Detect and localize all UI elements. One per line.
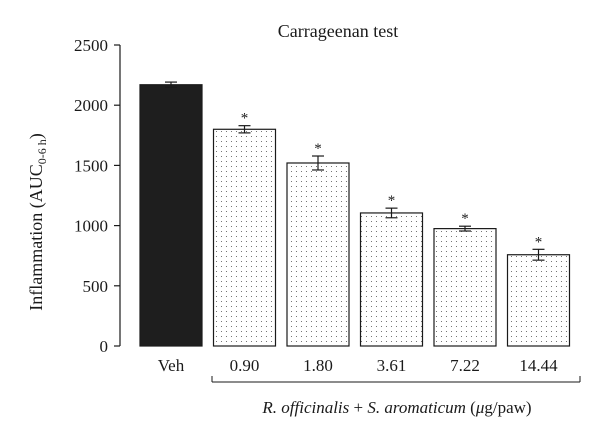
chart-title: Carrageenan test — [278, 21, 398, 41]
y-tick-label: 500 — [83, 277, 109, 296]
y-axis-ticks: 0 500 1000 1500 2000 2500 — [74, 36, 120, 356]
group-label-unit-mu: μ — [475, 398, 485, 417]
significance-marker: * — [241, 111, 249, 127]
bar-7.22 — [433, 228, 497, 347]
x-tick-label: 1.80 — [303, 356, 333, 375]
y-tick-label: 0 — [100, 337, 109, 356]
x-axis-tick-labels: Veh 0.90 1.80 3.61 7.22 14.44 — [158, 356, 558, 375]
x-tick-label: 0.90 — [230, 356, 260, 375]
x-tick-label: 3.61 — [377, 356, 407, 375]
bar-3.61 — [359, 212, 424, 347]
x-tick-label: 14.44 — [519, 356, 558, 375]
group-label-unit-open: ( — [466, 398, 476, 417]
group-label-plus: + — [349, 398, 367, 417]
group-label: R. officinalis + S. aromaticum (μg/paw) — [261, 398, 531, 417]
y-tick-label: 1500 — [74, 156, 108, 175]
group-bracket — [211, 376, 581, 383]
bar-Veh — [139, 84, 203, 347]
bar-1.80 — [286, 162, 350, 347]
x-tick-label: Veh — [158, 356, 185, 375]
bar-14.44 — [506, 254, 571, 347]
group-label-species-2: S. aromaticum — [367, 398, 466, 417]
bars: * * * * * — [139, 81, 571, 347]
y-axis-title: Inflammation (AUC0-6 h) — [26, 133, 49, 310]
y-axis-title-close: ) — [26, 133, 47, 139]
y-axis-title-main: Inflammation (AUC — [26, 164, 47, 310]
y-axis-title-subscript: 0-6 h — [35, 139, 49, 164]
y-tick-label: 2500 — [74, 36, 108, 55]
significance-marker: * — [535, 234, 543, 250]
y-tick-label: 2000 — [74, 96, 108, 115]
y-tick-label: 1000 — [74, 217, 108, 236]
group-label-unit-rest: g/paw) — [484, 398, 531, 417]
significance-marker: * — [388, 193, 396, 209]
bar-0.90 — [212, 128, 277, 347]
x-tick-label: 7.22 — [450, 356, 480, 375]
significance-marker: * — [461, 211, 469, 227]
significance-marker: * — [314, 141, 322, 157]
group-label-species-1: R. officinalis — [261, 398, 349, 417]
